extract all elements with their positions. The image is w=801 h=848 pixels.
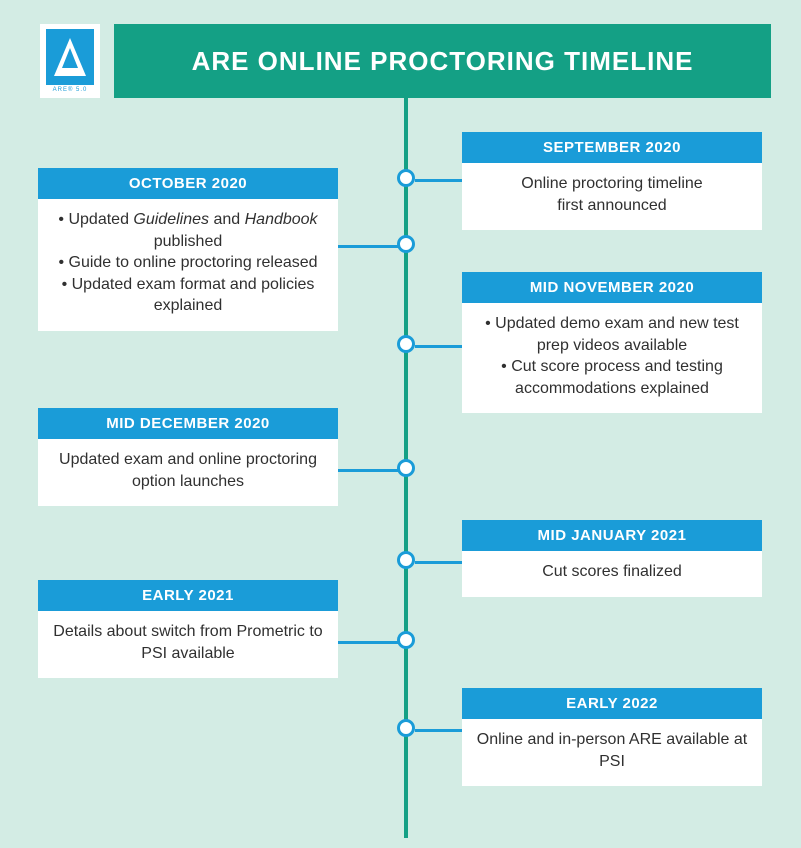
timeline-event-middec2020: MID DECEMBER 2020Updated exam and online… [38,408,338,506]
timeline-event-sep2020: SEPTEMBER 2020Online proctoring timeline… [462,132,762,230]
are-logo-mark [46,29,94,85]
timeline-node [397,459,415,477]
timeline-connector [415,729,462,732]
timeline-node [397,631,415,649]
timeline-event-early2022: EARLY 2022Online and in-person ARE avail… [462,688,762,786]
timeline-node [397,551,415,569]
event-body: Details about switch from Prometric to P… [38,611,338,678]
timeline-node [397,335,415,353]
timeline-event-midnov2020: MID NOVEMBER 2020Updated demo exam and n… [462,272,762,413]
are-logo-triangle-icon [54,38,86,76]
are-logo: ARE® 5.0 [40,24,100,98]
timeline-event-oct2020: OCTOBER 2020Updated Guidelines and Handb… [38,168,338,331]
event-body: Cut scores finalized [462,551,762,597]
timeline-connector [415,179,462,182]
timeline-connector [338,641,398,644]
timeline-connector [415,561,462,564]
timeline-node [397,719,415,737]
event-title: EARLY 2021 [38,580,338,611]
event-title: SEPTEMBER 2020 [462,132,762,163]
timeline-node [397,235,415,253]
event-title: EARLY 2022 [462,688,762,719]
event-title: MID DECEMBER 2020 [38,408,338,439]
page-title: ARE ONLINE PROCTORING TIMELINE [192,46,694,77]
timeline-node [397,169,415,187]
timeline-connector [338,469,398,472]
event-body: Online and in-person ARE available at PS… [462,719,762,786]
timeline-event-early2021: EARLY 2021Details about switch from Prom… [38,580,338,678]
event-title: MID NOVEMBER 2020 [462,272,762,303]
header-bar: ARE ONLINE PROCTORING TIMELINE [114,24,771,98]
event-body: Updated Guidelines and Handbook publishe… [38,199,338,331]
event-title: MID JANUARY 2021 [462,520,762,551]
are-logo-text: ARE® 5.0 [53,87,88,93]
timeline-connector [415,345,462,348]
event-body: Updated exam and online proctoring optio… [38,439,338,506]
event-title: OCTOBER 2020 [38,168,338,199]
event-body: Updated demo exam and new test prep vide… [462,303,762,413]
event-body: Online proctoring timeline first announc… [462,163,762,230]
timeline-connector [338,245,398,248]
timeline-event-midjan2021: MID JANUARY 2021Cut scores finalized [462,520,762,597]
